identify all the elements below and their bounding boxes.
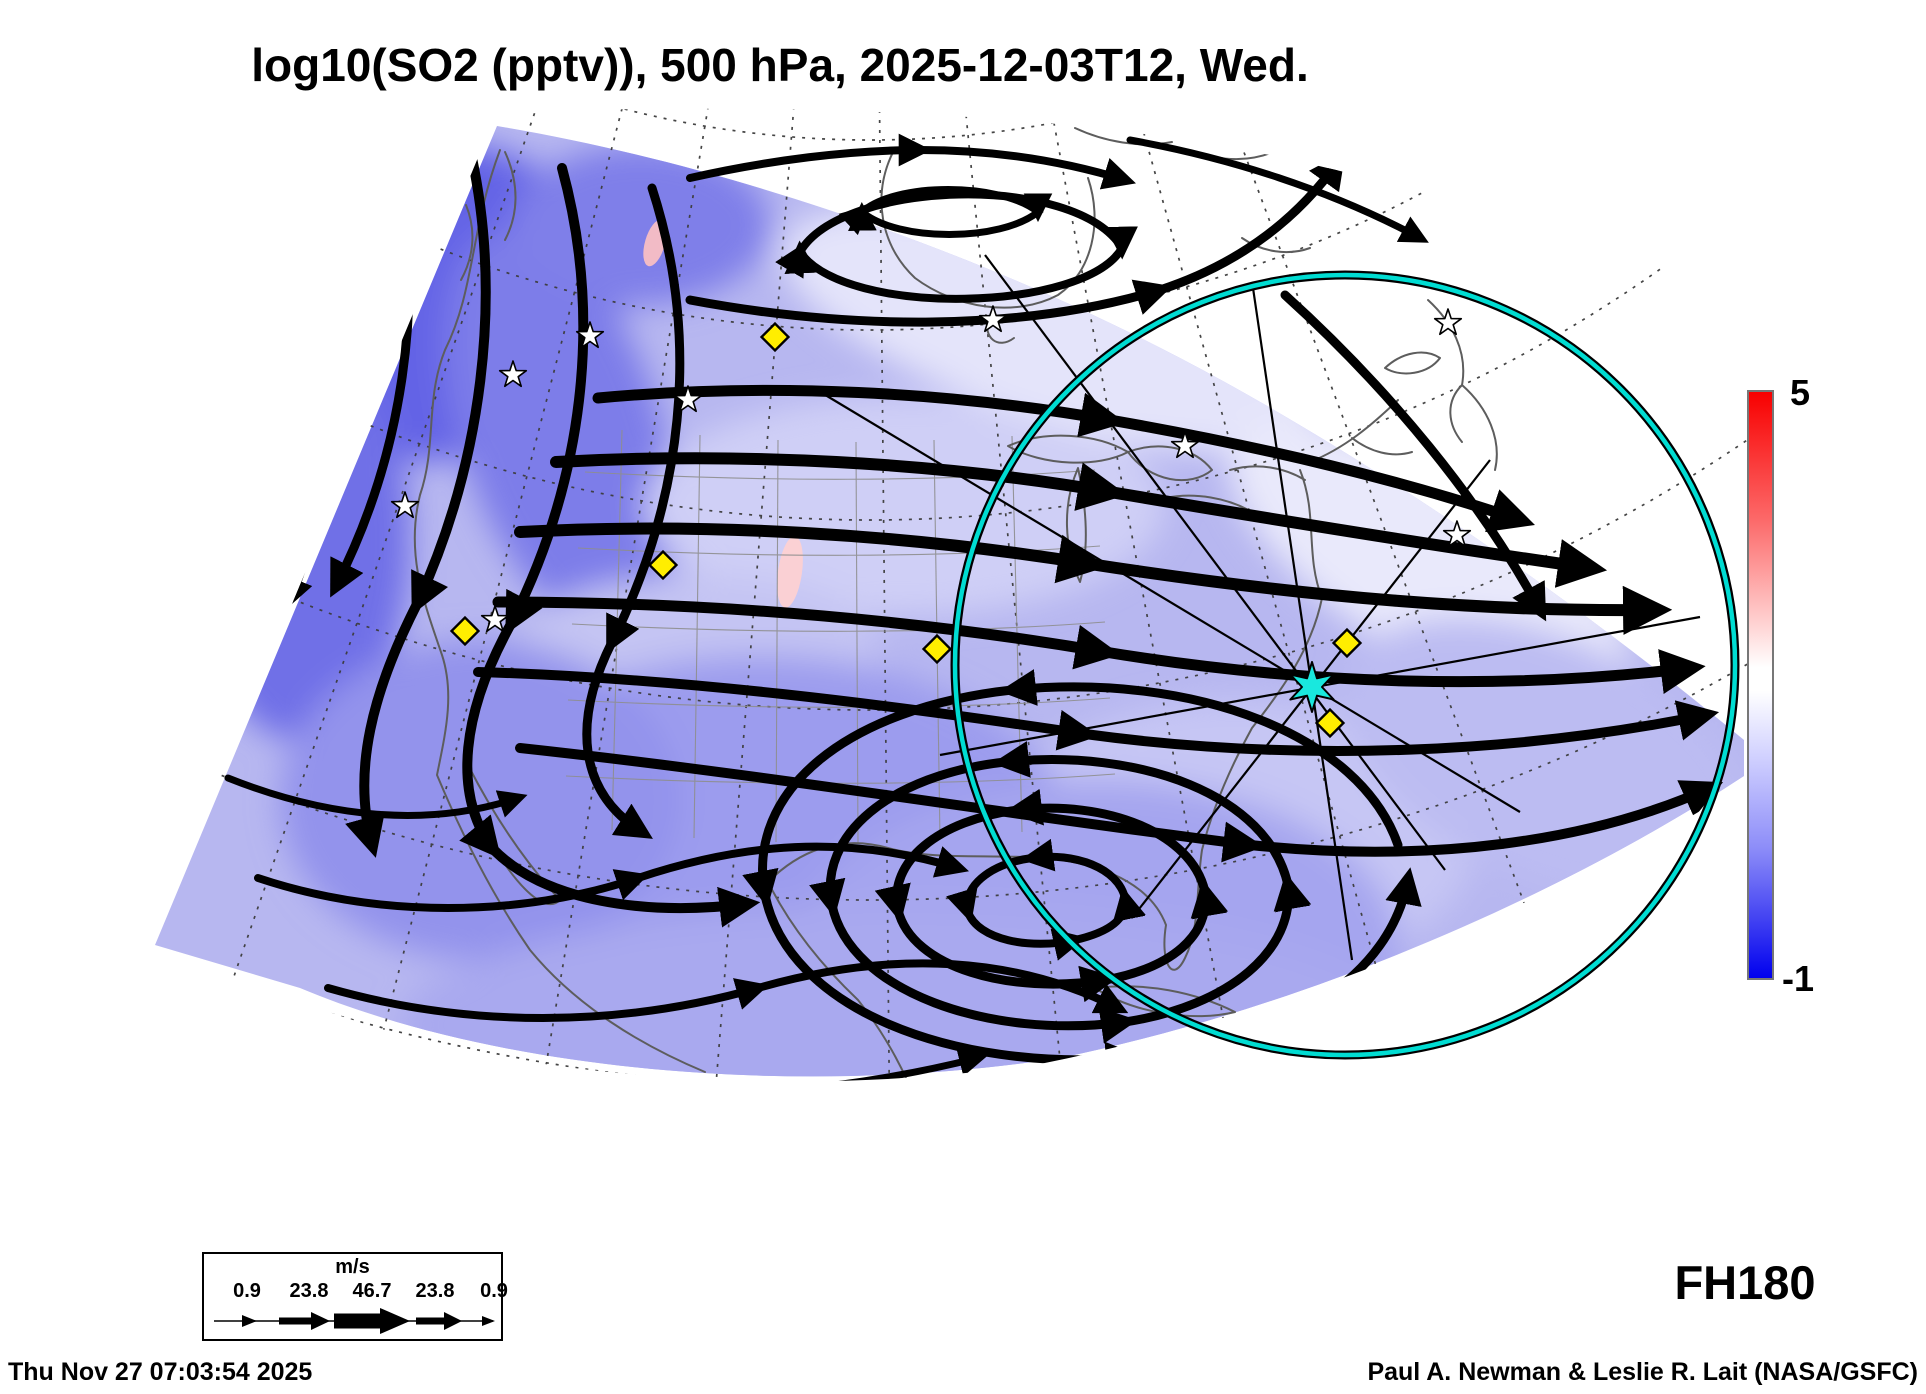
- station-star-marker: [575, 321, 605, 349]
- wind-value: 23.8: [415, 1280, 455, 1302]
- wind-value: 0.9: [233, 1280, 261, 1302]
- wind-value: 0.9: [480, 1280, 508, 1302]
- station-star-marker: [480, 605, 510, 633]
- page-title: log10(SO2 (pptv)), 500 hPa, 2025-12-03T1…: [251, 39, 1309, 91]
- station-star-marker: [1170, 431, 1200, 459]
- wind-value: 46.7: [352, 1280, 392, 1302]
- wind-value: 23.8: [289, 1280, 329, 1302]
- wind-streamlines: [224, 133, 1724, 1082]
- colorbar-min-label: -1: [1782, 958, 1815, 999]
- wind-speed-legend: m/s 0.9 23.8 46.7 23.8 0.9: [202, 1252, 508, 1341]
- credit-line: Paul A. Newman & Leslie R. Lait (NASA/GS…: [1367, 1358, 1918, 1386]
- station-star-marker: [1442, 520, 1472, 548]
- range-ring: [952, 272, 1738, 1058]
- site-diamond-marker: [647, 549, 679, 581]
- trajectory-line: [984, 254, 1446, 871]
- forecast-hour-label: FH180: [1674, 1256, 1816, 1309]
- station-star-marker: [673, 385, 703, 413]
- colorbar: [1747, 390, 1774, 980]
- trajectory-line: [821, 392, 1521, 813]
- wind-arrow-scale: [214, 1308, 495, 1334]
- site-diamond-marker: [449, 615, 481, 647]
- creation-timestamp: Thu Nov 27 07:03:54 2025: [8, 1358, 313, 1386]
- station-star-marker: [498, 360, 528, 388]
- station-star-marker: [1433, 308, 1463, 336]
- trajectory-source-star: [1289, 661, 1335, 713]
- site-diamond-marker: [1331, 627, 1363, 659]
- colorbar-max-label: 5: [1790, 372, 1811, 413]
- trajectory-line: [1251, 287, 1354, 961]
- so2-plume-trace: [777, 536, 803, 608]
- station-star-marker: [390, 491, 420, 519]
- station-star-marker: [978, 305, 1008, 333]
- site-diamond-marker: [1314, 707, 1346, 739]
- wind-units-label: m/s: [335, 1256, 370, 1278]
- site-diamond-marker: [921, 633, 953, 665]
- site-diamond-marker: [759, 321, 791, 353]
